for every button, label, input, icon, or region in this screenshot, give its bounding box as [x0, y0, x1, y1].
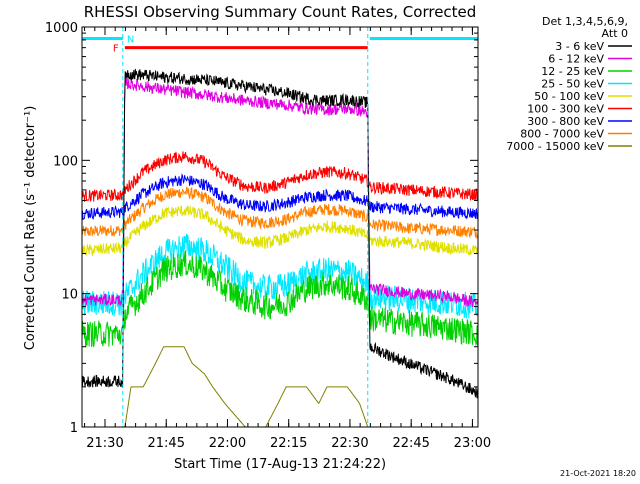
flag-label-n: N [127, 34, 134, 45]
x-axis-label: Start Time (17-Aug-13 21:24:22) [174, 457, 386, 472]
x-tick-label: 23:00 [454, 436, 491, 451]
chart-title: RHESSI Observing Summary Count Rates, Co… [84, 3, 477, 21]
x-tick-label: 22:00 [209, 436, 246, 451]
series-line-3-6keV [81, 68, 479, 399]
legend-entry-label: 300 - 800 keV [527, 115, 604, 128]
legend-entry-label: 12 - 25 keV [541, 65, 604, 78]
series-line-12-25keV [81, 250, 479, 348]
series-line-25-50keV [81, 233, 479, 319]
x-tick-label: 22:45 [392, 436, 429, 451]
axes: 1 10 100 1000 21:30 21:45 22:00 22:15 22:30 22:45… [45, 21, 491, 451]
legend-entry-label: 3 - 6 keV [555, 40, 604, 53]
footer-timestamp: 21-Oct-2021 18:20 [560, 469, 636, 478]
series-line-100-300keV [81, 151, 479, 202]
plot-frame [81, 26, 479, 428]
x-tick-label: 21:30 [86, 436, 123, 451]
legend-entry-label: 6 - 12 keV [548, 53, 604, 66]
legend-entry-label: 800 - 7000 keV [520, 128, 604, 141]
y-axis-label: Corrected Count Rate (s⁻¹ detector⁻¹) [23, 106, 38, 351]
series-line-50-100keV [81, 205, 479, 256]
legend-title-line: Att 0 [602, 27, 628, 40]
flag-label-f: F [113, 44, 119, 55]
series-line-6-12keV [81, 77, 479, 307]
legend-entry-label: 50 - 100 keV [534, 90, 604, 103]
series-line-800-7000keV [81, 186, 479, 240]
legend-entry-label: 7000 - 15000 keV [506, 140, 604, 153]
y-tick-label: 1 [70, 421, 78, 436]
x-tick-label: 22:30 [331, 436, 368, 451]
y-tick-label: 100 [53, 154, 78, 169]
series-line-300-800keV [81, 173, 479, 220]
y-tick-label: 10 [61, 288, 78, 303]
x-tick-label: 21:45 [148, 436, 185, 451]
legend-title-line: Det 1,3,4,5,6,9, [542, 15, 628, 28]
legend-entry-label: 100 - 300 keV [527, 103, 604, 116]
legend-entry-label: 25 - 50 keV [541, 78, 604, 91]
y-tick-label: 1000 [45, 21, 78, 36]
x-tick-label: 22:15 [270, 436, 307, 451]
